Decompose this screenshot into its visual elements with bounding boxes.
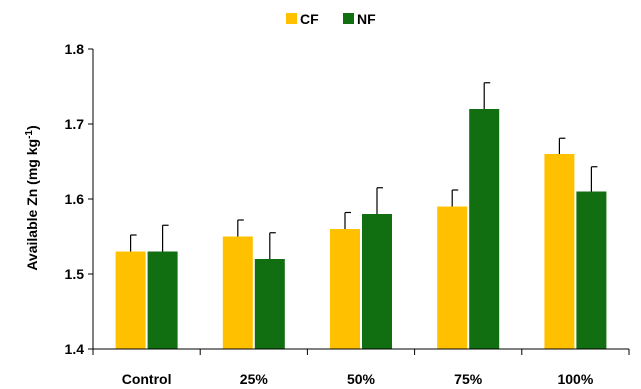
legend-label-nf: NF [357,11,376,27]
y-tick-label: 1.8 [65,41,85,57]
x-tick-label-control: Control [122,371,172,387]
bar-nf-100pct [576,191,607,349]
bar-cf-50pct [330,229,360,349]
y-tick-label: 1.7 [65,116,85,132]
y-ticks: 1.4 1.5 1.6 1.7 1.8 [65,41,93,357]
x-tick-label-25pct: 25% [240,371,269,387]
x-ticks: Control 25% 50% 75% 100% [92,349,630,387]
bars [115,109,607,349]
legend-swatch-cf [286,13,297,24]
x-tick-label-75pct: 75% [454,371,483,387]
y-axis-label: Available Zn (mg kg-1) [24,125,40,270]
x-tick-label-50pct: 50% [347,371,376,387]
bar-cf-control [115,251,146,349]
bar-nf-50pct [362,214,392,349]
y-axis-label-main: Available Zn (mg kg [24,139,40,271]
y-tick-label: 1.5 [65,266,85,282]
x-tick-label-100pct: 100% [557,371,593,387]
bar-cf-75pct [437,206,468,349]
error-bars [130,82,598,259]
legend-swatch-nf [343,13,354,24]
bar-cf-100pct [544,154,575,349]
bar-nf-25pct [254,259,285,349]
y-tick-label: 1.4 [65,341,85,357]
y-axis-label-close: ) [24,125,40,130]
y-tick-label: 1.6 [65,191,85,207]
bar-cf-25pct [222,236,253,349]
bar-nf-75pct [469,109,500,349]
y-axis-label-superscript: -1 [24,130,35,139]
legend-label-cf: CF [300,11,319,27]
bar-nf-control [147,251,178,349]
legend: CF NF [286,11,376,27]
